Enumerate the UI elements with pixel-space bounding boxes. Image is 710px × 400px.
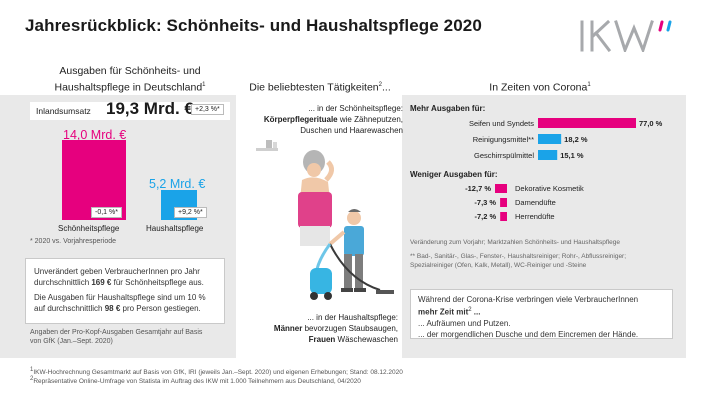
more-value-label: 18,2 % (564, 135, 588, 144)
less-value-label: -7,2 % (475, 212, 497, 221)
less-category-label: Damendüfte (515, 198, 556, 207)
household-change-badge: +9,2 %* (174, 207, 207, 218)
beauty-value: 14,0 Mrd. € (63, 128, 127, 142)
household-label: Haushaltspflege (146, 224, 204, 233)
less-value-label: -7,3 % (474, 198, 496, 207)
less-bar (500, 198, 507, 207)
inland-change-badge: +2,3 %* (191, 104, 224, 115)
more-value-label: 77,0 % (639, 119, 663, 128)
footer-source-2: 2Repräsentative Online-Umfrage von Stati… (30, 376, 361, 386)
inland-strip (30, 102, 230, 120)
household-value: 5,2 Mrd. € (149, 177, 206, 191)
more-bar (538, 134, 562, 144)
beauty-label: Schönheitspflege (58, 224, 120, 233)
col3-footnote: ** Bad-, Sanitär-, Glas-, Fenster-, Haus… (410, 253, 627, 269)
box-text-1-line2: durchschnittlich 169 € für Schönheitspfl… (34, 278, 204, 287)
col1-source: Angaben der Pro-Kopf-Ausgaben Gesamtjahr… (30, 329, 203, 345)
box-text-2a: Die Ausgaben für Haushaltspflege sind um… (34, 293, 206, 302)
footer-source-1: 1IKW-Hochrechnung Gesamtmarkt auf Basis … (30, 367, 403, 377)
inland-value: 19,3 Mrd. € (106, 99, 194, 118)
less-value-label: -12,7 % (465, 184, 491, 193)
inland-label: Inlandsumsatz (36, 106, 91, 116)
less-bar (500, 212, 507, 221)
beauty-change-badge: -0,1 %* (91, 207, 122, 218)
less-spending-heading: Weniger Ausgaben für: (410, 170, 498, 179)
box-text-2-line2: auf durchschnittlich 98 € pro Person ges… (34, 304, 201, 313)
beauty-activity-text: ... in der Schönheitspflege: Körperpfleg… (263, 104, 403, 135)
less-bar (495, 184, 507, 193)
ikw-logo (580, 19, 672, 52)
more-spending-chart: Seifen und Syndets 77,0 % Reinigungsmittel… (469, 118, 663, 160)
more-category-label: Geschirrspülmittel (474, 151, 534, 160)
box-text-1a: Unverändert geben VerbraucherInnen pro J… (34, 267, 200, 276)
beauty-bar (62, 140, 126, 220)
col3-note: Veränderung zum Vorjahr; Marktzahlen Sch… (410, 239, 620, 246)
more-bar (538, 118, 636, 128)
more-category-label: Seifen und Syndets (469, 119, 534, 128)
corona-info-box: Während der Corona-Krise verbringen viel… (410, 289, 673, 339)
less-spending-chart: -12,7 % Dekorative Kosmetik -7,3 % Damendüf… (465, 184, 584, 221)
more-bar (538, 150, 558, 160)
more-spending-heading: Mehr Ausgaben für: (410, 104, 486, 113)
more-value-label: 15,1 % (560, 151, 584, 160)
spending-info-box: Unverändert geben VerbraucherInnen pro J… (25, 258, 225, 324)
less-category-label: Dekorative Kosmetik (515, 184, 584, 193)
activities-illustration (256, 140, 394, 300)
page-title: Jahresrückblick: Schönheits- und Haushal… (25, 16, 482, 35)
col1-heading: Ausgaben für Schönheits- und Haushaltspf… (54, 65, 206, 94)
col1-footnote: * 2020 vs. Vorjahresperiode (30, 238, 116, 245)
col3-heading: In Zeiten von Corona1 (489, 81, 591, 94)
col2-heading: Die beliebtesten Tätigkeiten2... (249, 81, 391, 94)
more-category-label: Reinigungsmittel** (473, 135, 534, 144)
less-category-label: Herrendüfte (515, 212, 555, 221)
household-activity-text: ... in der Haushaltspflege: Männer bevor… (273, 313, 398, 344)
